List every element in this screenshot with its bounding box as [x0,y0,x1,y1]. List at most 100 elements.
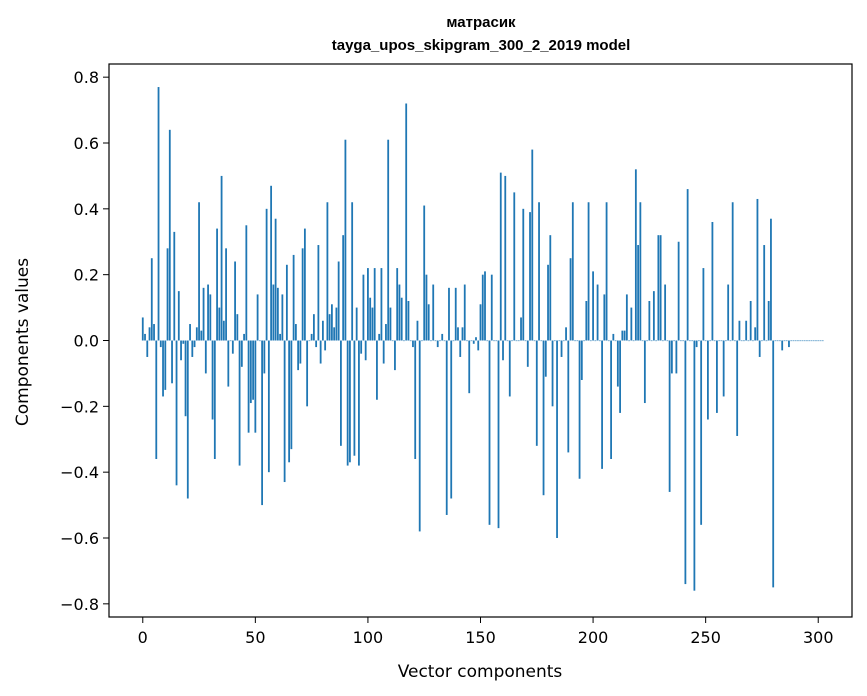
bar-23 [193,340,196,348]
bar-265 [738,320,741,341]
bar-28 [204,340,207,374]
bar-159 [499,172,502,341]
bar-98 [362,274,365,341]
bar-215 [625,294,628,341]
bar-50 [254,340,257,433]
bar-194 [578,340,581,479]
bar-104 [376,340,378,400]
bar-46 [245,225,248,341]
bar-222 [641,340,644,342]
bar-161 [504,175,507,341]
bar-40 [231,340,234,354]
bar-122 [416,320,419,341]
bar-258 [722,340,725,397]
bar-262 [731,202,734,341]
bar-218 [632,340,635,342]
bar-289 [792,340,795,342]
bar-27 [202,287,205,341]
bar-36 [222,320,225,341]
bar-260 [727,284,730,341]
bar-24 [195,327,198,341]
x-axis-label: Vector components [398,662,563,682]
bar-286 [785,340,788,342]
bar-173 [531,149,534,341]
bar-3 [148,327,151,341]
bar-190 [569,258,572,341]
bar-212 [619,340,621,413]
bar-302 [821,340,824,342]
bar-287 [788,340,790,348]
bar-183 [553,340,556,342]
bar-178 [542,340,545,496]
bar-5 [153,324,155,341]
bar-114 [398,284,401,341]
bar-6 [155,340,158,459]
bar-127 [427,304,430,341]
bar-298 [812,340,815,342]
bar-249 [702,268,705,341]
bar-185 [558,340,561,342]
bar-38 [227,340,230,387]
bar-214 [623,330,626,341]
bar-204 [601,340,603,469]
bar-184 [556,340,558,538]
bar-288 [790,340,793,342]
bar-150 [479,304,482,341]
bar-149 [477,340,480,351]
bar-89 [342,235,345,341]
x-tick-label: 0 [138,628,148,647]
x-tick-label: 150 [465,628,496,647]
bar-91 [346,340,349,466]
bar-121 [414,340,417,459]
bar-18 [182,340,185,344]
bar-256 [718,340,721,342]
bar-285 [783,340,786,342]
bar-148 [475,337,477,341]
bar-232 [664,284,667,341]
bar-226 [650,340,653,342]
bar-189 [567,340,570,453]
bar-266 [740,340,743,342]
bar-213 [621,330,624,341]
bar-153 [486,340,489,342]
bar-245 [693,340,696,591]
bar-66 [290,340,293,450]
bar-248 [700,340,703,525]
bar-37 [225,248,227,341]
bar-271 [752,340,754,342]
bar-209 [612,333,615,341]
bar-277 [765,340,768,342]
bar-47 [247,340,250,433]
bar-137 [450,340,453,499]
bar-231 [661,340,664,342]
bar-11 [166,248,169,341]
bar-90 [344,139,347,341]
bar-15 [175,340,178,486]
bar-169 [522,208,525,341]
bar-72 [303,228,306,341]
bar-186 [560,340,563,357]
bar-0 [141,317,144,341]
bar-125 [423,205,426,341]
bar-192 [574,340,576,342]
bar-235 [670,340,673,374]
bar-253 [711,222,714,341]
bar-187 [562,340,565,342]
bar-296 [808,340,811,342]
bar-105 [378,333,381,341]
bar-208 [610,340,612,459]
bar-278 [767,301,770,341]
bar-130 [434,340,437,342]
bar-261 [729,340,732,342]
bar-58 [272,284,275,341]
bar-108 [385,324,387,341]
bar-111 [391,340,394,342]
bar-167 [517,340,520,342]
bar-290 [794,340,797,342]
bar-110 [389,307,392,341]
bar-61 [279,333,282,341]
bar-171 [526,340,529,367]
bar-230 [659,235,662,341]
bar-146 [470,340,473,342]
bar-8 [159,340,162,348]
